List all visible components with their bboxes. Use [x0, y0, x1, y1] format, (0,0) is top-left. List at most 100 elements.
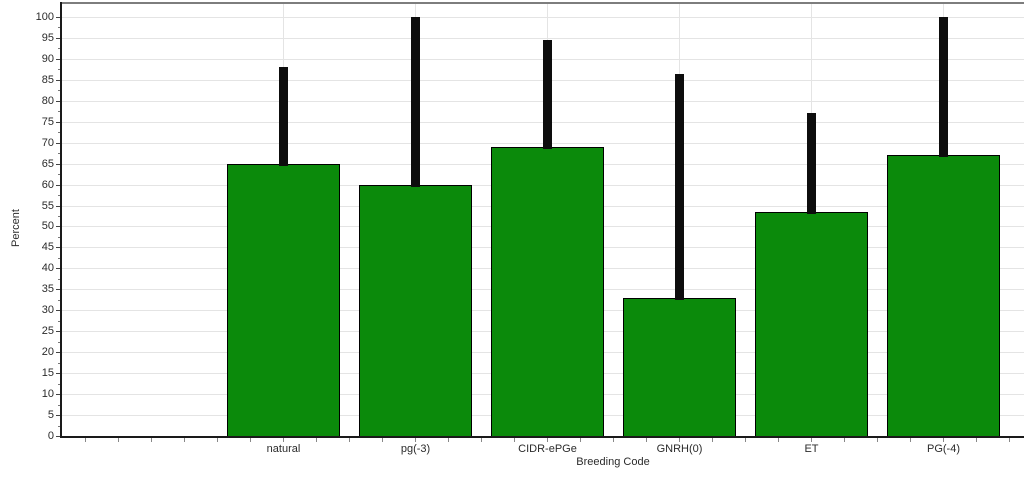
- y-axis-minor-tick: [58, 174, 61, 175]
- y-axis-major-tick: [56, 373, 61, 374]
- y-axis-tick-label: 50: [41, 220, 54, 232]
- x-axis-tick: [910, 438, 911, 442]
- error-bar: [411, 17, 420, 187]
- y-axis-minor-tick: [58, 111, 61, 112]
- x-axis-tick: [85, 438, 86, 442]
- y-axis-major-tick: [56, 352, 61, 353]
- y-axis-minor-tick: [58, 27, 61, 28]
- x-axis-tick: [811, 438, 812, 442]
- y-axis-major-tick: [56, 80, 61, 81]
- y-axis-minor-tick: [58, 405, 61, 406]
- x-axis-tick: [778, 438, 779, 442]
- y-axis-major-tick: [56, 38, 61, 39]
- x-axis-title: Breeding Code: [576, 456, 650, 468]
- x-axis-tick: [547, 438, 548, 442]
- category-label: natural: [266, 443, 301, 455]
- bar: [755, 211, 868, 437]
- y-axis-tick-label: 25: [41, 325, 54, 337]
- category-label: PG(-4): [927, 443, 960, 455]
- x-axis-tick: [976, 438, 977, 442]
- x-axis-tick: [580, 438, 581, 442]
- bar: [359, 184, 472, 437]
- y-axis-major-tick: [56, 206, 61, 207]
- y-axis-major-tick: [56, 226, 61, 227]
- y-axis-tick-label: 30: [41, 304, 54, 316]
- plot-top-border: [60, 2, 1024, 4]
- y-axis-major-tick: [56, 331, 61, 332]
- x-axis-tick: [844, 438, 845, 442]
- y-axis-major-tick: [56, 164, 61, 165]
- y-axis-tick-label: 70: [41, 137, 54, 149]
- y-axis-major-tick: [56, 101, 61, 102]
- category-label: CIDR-ePGe: [518, 443, 577, 455]
- y-axis-major-tick: [56, 394, 61, 395]
- y-axis-major-tick: [56, 185, 61, 186]
- y-axis-tick-label: 45: [41, 241, 54, 253]
- bar: [623, 297, 736, 437]
- x-axis-tick: [1009, 438, 1010, 442]
- y-axis-major-tick: [56, 268, 61, 269]
- bar: [227, 163, 340, 437]
- category-label: pg(-3): [400, 443, 431, 455]
- bar: [491, 146, 604, 437]
- y-axis-minor-tick: [58, 216, 61, 217]
- y-axis-tick-label: 20: [41, 346, 54, 358]
- y-axis-major-tick: [56, 247, 61, 248]
- y-axis-minor-tick: [58, 321, 61, 322]
- error-bar: [675, 73, 684, 300]
- x-axis-tick: [151, 438, 152, 442]
- y-axis-tick-label: 15: [41, 367, 54, 379]
- x-axis-tick: [118, 438, 119, 442]
- category-label: GNRH(0): [656, 443, 703, 455]
- y-axis-minor-tick: [58, 426, 61, 427]
- x-axis-tick: [316, 438, 317, 442]
- error-bar: [279, 67, 288, 166]
- y-axis-major-tick: [56, 122, 61, 123]
- x-axis-tick: [283, 438, 284, 442]
- y-axis-minor-tick: [58, 237, 61, 238]
- y-axis-minor-tick: [58, 363, 61, 364]
- y-axis-tick-label: 65: [41, 158, 54, 170]
- y-axis-tick-label: 95: [41, 32, 54, 44]
- x-axis-tick: [481, 438, 482, 442]
- y-axis-tick-label: 0: [47, 430, 54, 442]
- y-axis-major-tick: [56, 143, 61, 144]
- x-axis-tick: [613, 438, 614, 442]
- y-axis-minor-tick: [58, 195, 61, 196]
- x-axis-tick: [745, 438, 746, 442]
- y-axis-major-tick: [56, 17, 61, 18]
- x-axis-line: [60, 436, 1024, 438]
- y-axis-title: Percent: [10, 209, 22, 247]
- error-bar: [807, 113, 816, 214]
- y-axis-minor-tick: [58, 300, 61, 301]
- horizontal-gridline: [62, 38, 1024, 39]
- y-axis-minor-tick: [58, 48, 61, 49]
- x-axis-tick: [184, 438, 185, 442]
- x-axis-tick: [943, 438, 944, 442]
- y-axis-minor-tick: [58, 279, 61, 280]
- y-axis-minor-tick: [58, 342, 61, 343]
- x-axis-tick: [415, 438, 416, 442]
- y-axis-minor-tick: [58, 132, 61, 133]
- x-axis-tick: [382, 438, 383, 442]
- error-bar: [543, 40, 552, 149]
- y-axis-tick-label: 85: [41, 74, 54, 86]
- y-axis-tick-label: 60: [41, 179, 54, 191]
- y-axis-tick-label: 40: [41, 262, 54, 274]
- y-axis-major-tick: [56, 289, 61, 290]
- x-axis-tick: [712, 438, 713, 442]
- y-axis-tick-label: 100: [35, 11, 54, 23]
- y-axis-minor-tick: [58, 153, 61, 154]
- y-axis-tick-label: 75: [41, 116, 54, 128]
- bar: [887, 155, 1000, 437]
- y-axis-tick-label: 90: [41, 53, 54, 65]
- y-axis-tick-label: 35: [41, 283, 54, 295]
- y-axis-line: [60, 2, 62, 438]
- y-axis-minor-tick: [58, 384, 61, 385]
- x-axis-tick: [217, 438, 218, 442]
- y-axis-major-tick: [56, 436, 61, 437]
- y-axis-tick-label: 55: [41, 200, 54, 212]
- x-axis-tick: [448, 438, 449, 442]
- y-axis-major-tick: [56, 59, 61, 60]
